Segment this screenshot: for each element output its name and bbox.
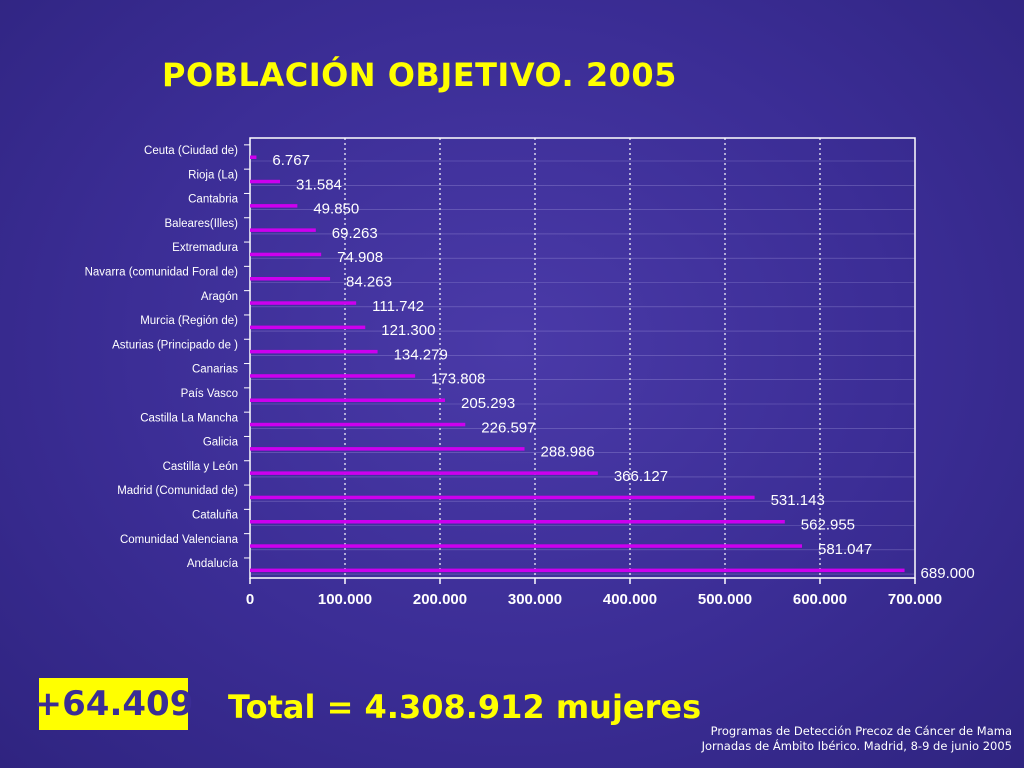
category-label: Castilla La Mancha bbox=[140, 412, 238, 424]
category-label: Cantabria bbox=[188, 194, 238, 206]
plot-frame bbox=[249, 137, 916, 579]
bar bbox=[250, 228, 316, 232]
bar bbox=[250, 277, 331, 281]
data-label: 134.279 bbox=[394, 346, 448, 363]
x-tick-label: 0 bbox=[246, 591, 254, 608]
data-label: 689.000 bbox=[921, 565, 975, 582]
data-label: 74.908 bbox=[337, 249, 383, 266]
bar bbox=[250, 252, 322, 257]
category-label: Andalucía bbox=[187, 558, 239, 570]
bar bbox=[250, 325, 366, 330]
bar bbox=[250, 471, 598, 475]
data-label: 562.955 bbox=[801, 517, 855, 534]
category-label: Aragón bbox=[201, 291, 238, 303]
bar bbox=[250, 179, 281, 184]
bar bbox=[250, 374, 416, 378]
page-title: POBLACIÓN OBJETIVO. 2005 bbox=[162, 56, 677, 94]
x-tick-label: 500.000 bbox=[698, 591, 752, 608]
footer: Programas de Detección Precoz de Cáncer … bbox=[702, 724, 1012, 754]
bar bbox=[250, 398, 446, 402]
x-tick-label: 100.000 bbox=[318, 591, 372, 608]
category-label: Comunidad Valenciana bbox=[120, 534, 239, 546]
bar bbox=[250, 155, 257, 159]
data-label: 69.263 bbox=[332, 225, 378, 242]
x-tick-label: 200.000 bbox=[413, 591, 467, 608]
bar bbox=[250, 447, 525, 451]
category-label: País Vasco bbox=[181, 388, 238, 400]
bar-chart: 0 100.000 200.000 300.000 400.000 500.000 600.… bbox=[85, 137, 975, 608]
data-label: 288.986 bbox=[541, 444, 595, 461]
category-label: Murcia (Región de) bbox=[140, 315, 238, 327]
total-women: Total = 4.308.912 mujeres bbox=[228, 688, 702, 726]
category-label: Castilla y León bbox=[163, 461, 238, 473]
footer-line-1: Programas de Detección Precoz de Cáncer … bbox=[710, 724, 1012, 738]
category-label: Navarra (comunidad Foral de) bbox=[85, 267, 239, 279]
bar bbox=[250, 495, 755, 500]
category-label: Cataluña bbox=[192, 510, 239, 522]
bar bbox=[250, 204, 298, 208]
category-label: Ceuta (Ciudad de) bbox=[144, 145, 238, 157]
data-label: 531.143 bbox=[771, 492, 825, 509]
data-label: 366.127 bbox=[614, 468, 668, 485]
data-label: 49.850 bbox=[313, 201, 359, 218]
data-label: 226.597 bbox=[481, 419, 535, 436]
bar bbox=[250, 544, 802, 548]
data-label: 6.767 bbox=[272, 152, 310, 169]
data-label: 173.808 bbox=[431, 371, 485, 388]
data-label: 581.047 bbox=[818, 541, 872, 558]
category-label: Rioja (La) bbox=[188, 169, 238, 181]
bar bbox=[250, 301, 357, 305]
footer-line-2: Jornadas de Ámbito Ibérico. Madrid, 8-9 … bbox=[701, 739, 1012, 753]
data-label: 31.584 bbox=[296, 176, 342, 193]
category-label: Asturias (Principado de ) bbox=[112, 339, 238, 351]
data-label: 121.300 bbox=[381, 322, 435, 339]
bar bbox=[250, 520, 785, 524]
bar bbox=[250, 568, 905, 573]
category-label: Canarias bbox=[192, 364, 238, 376]
data-label: 111.742 bbox=[372, 298, 424, 315]
x-tick-label: 600.000 bbox=[793, 591, 847, 608]
increment-badge: +64.409 bbox=[34, 678, 193, 730]
x-tick-label: 300.000 bbox=[508, 591, 562, 608]
data-label: 84.263 bbox=[346, 274, 392, 291]
bar bbox=[250, 349, 378, 354]
category-label: Baleares(Illes) bbox=[165, 218, 239, 230]
category-label: Galicia bbox=[203, 437, 239, 449]
category-label: Extremadura bbox=[172, 242, 238, 254]
x-tick-label: 700.000 bbox=[888, 591, 942, 608]
data-label: 205.293 bbox=[461, 395, 515, 412]
bar bbox=[250, 422, 466, 427]
x-tick-label: 400.000 bbox=[603, 591, 657, 608]
category-label: Madrid (Comunidad de) bbox=[117, 485, 238, 497]
